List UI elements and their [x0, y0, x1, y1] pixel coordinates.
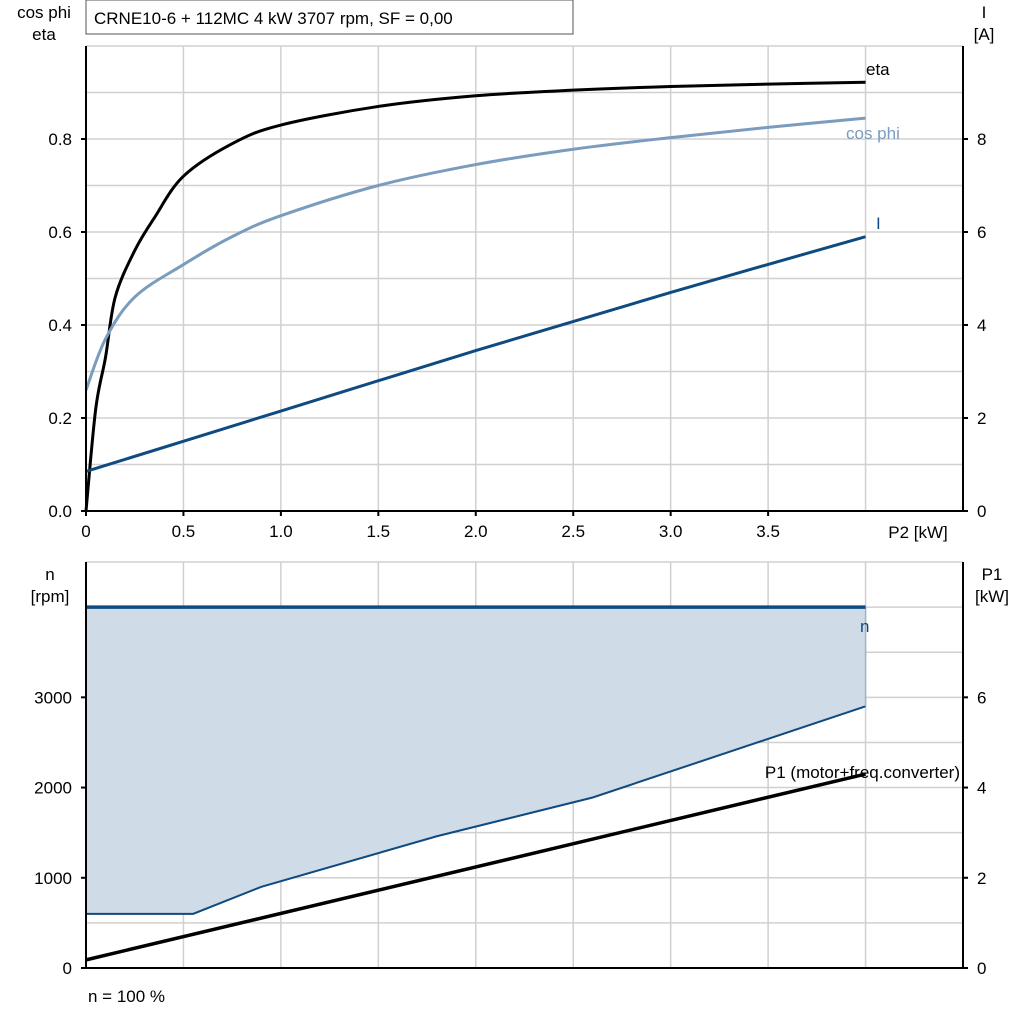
title-box: [85, 0, 574, 35]
x-tick-label: 2.5: [561, 522, 585, 541]
x-tick-label: 3.5: [756, 522, 780, 541]
top-left-ylabel-2: eta: [32, 25, 56, 44]
label-current: I: [876, 214, 881, 233]
y-tick-label-left: 2000: [34, 779, 72, 798]
y-tick-label-right: 2: [977, 869, 986, 888]
y-tick-label-left: 0.0: [48, 502, 72, 521]
y-tick-label-right: 2: [977, 409, 986, 428]
x-tick-label: 0: [81, 522, 90, 541]
top-right-ylabel-1: I: [982, 3, 987, 22]
bottom-left-ylabel-2: [rpm]: [31, 587, 70, 606]
label-p1: P1 (motor+freq.converter): [765, 763, 960, 782]
x-tick-label: 3.0: [659, 522, 683, 541]
y-tick-label-left: 0.2: [48, 409, 72, 428]
y-tick-label-right: 6: [977, 688, 986, 707]
min-speed-line: [86, 705, 866, 915]
speed-range-area: [86, 607, 866, 914]
y-tick-label-left: 0.8: [48, 130, 72, 149]
label-cos-phi: cos phi: [846, 124, 900, 143]
y-tick-label-left: 1000: [34, 869, 72, 888]
series-marks: [84, 80, 867, 962]
y-tick-label-right: 4: [977, 316, 986, 335]
label-eta: eta: [866, 60, 890, 79]
y-tick-label-left: 3000: [34, 688, 72, 707]
chart-title: CRNE10-6 + 112MC 4 kW 3707 rpm, SF = 0,0…: [94, 9, 453, 28]
series-line-eta: [84, 80, 866, 512]
y-tick-label-right: 0: [977, 502, 986, 521]
x-tick-label: 1.0: [269, 522, 293, 541]
y-tick-label-right: 4: [977, 779, 986, 798]
bottom-left-ylabel-1: n: [45, 565, 54, 584]
series-line-I: [85, 235, 866, 473]
label-n: n: [860, 617, 869, 636]
y-tick-label-right: 0: [977, 959, 986, 978]
axes: 0.0 0.2 0.4 0.6 0.8 0 2 4 6 8 0 0.5 1.0 1.5 2.0 2.5 3.0 3…: [34, 46, 986, 978]
power-line-p1: [85, 772, 866, 962]
x-tick-label: 1.5: [367, 522, 391, 541]
x-tick-label: 2.0: [464, 522, 488, 541]
bottom-right-ylabel-2: [kW]: [975, 587, 1009, 606]
bottom-xlabel: n = 100 %: [88, 987, 165, 1006]
top-left-ylabel-1: cos phi: [17, 3, 71, 22]
x-tick-label: 0.5: [172, 522, 196, 541]
top-xlabel: P2 [kW]: [888, 523, 948, 542]
top-grid: [86, 45, 963, 511]
bottom-right-ylabel-1: P1: [982, 565, 1003, 584]
top-right-ylabel-2: [A]: [974, 25, 995, 44]
y-tick-label-right: 6: [977, 223, 986, 242]
y-tick-label-left: 0: [63, 959, 72, 978]
y-tick-label-left: 0.6: [48, 223, 72, 242]
series-line-cos-phi: [84, 116, 866, 391]
y-tick-label-left: 0.4: [48, 316, 72, 335]
y-tick-label-right: 8: [977, 130, 986, 149]
